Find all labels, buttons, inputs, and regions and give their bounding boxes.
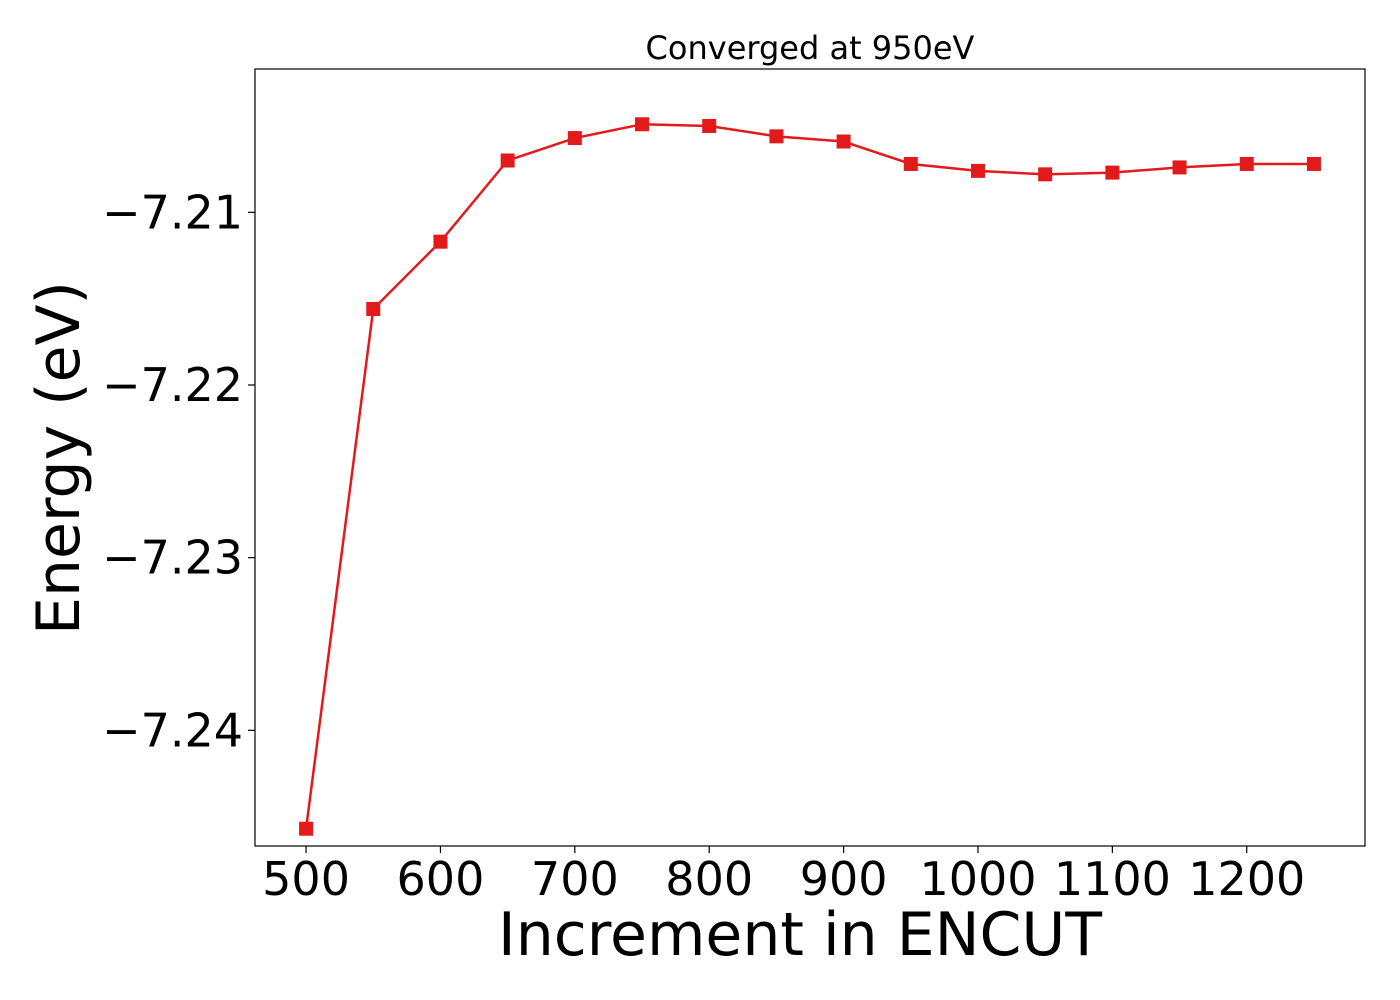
y-axis: −7.21 −7.22 −7.23 −7.24 xyxy=(102,185,255,757)
data-point-marker xyxy=(500,153,515,168)
data-point-marker xyxy=(1038,167,1053,182)
data-point-marker xyxy=(1105,165,1120,180)
data-point-marker xyxy=(567,131,582,146)
chart-title: Converged at 950eV xyxy=(646,29,975,67)
series-line xyxy=(304,122,1314,829)
x-tick-label: 1000 xyxy=(919,852,1036,906)
data-point-marker xyxy=(299,821,314,836)
data-point-marker xyxy=(366,302,381,317)
data-point-marker xyxy=(1306,156,1321,171)
x-axis-label: Increment in ENCUT xyxy=(498,900,1102,970)
x-tick-label: 700 xyxy=(531,852,619,906)
data-point-marker xyxy=(836,134,851,149)
data-point-marker xyxy=(1172,160,1187,175)
y-tick-label: −7.22 xyxy=(102,358,243,412)
x-tick-label: 1200 xyxy=(1188,852,1305,906)
data-point-marker xyxy=(970,163,985,178)
x-axis: 500 600 700 800 900 1000 1100 1200 xyxy=(262,846,1305,906)
data-point-marker xyxy=(1239,156,1254,171)
y-tick-label: −7.24 xyxy=(102,703,243,757)
y-tick-label: −7.21 xyxy=(102,185,243,239)
data-point-marker xyxy=(702,118,717,133)
data-point-marker xyxy=(769,129,784,144)
x-tick-label: 500 xyxy=(262,852,350,906)
y-axis-label: Energy (eV) xyxy=(24,281,94,635)
plot-frame xyxy=(254,68,1366,847)
y-tick-label: −7.23 xyxy=(102,531,243,585)
series-layer xyxy=(299,117,1321,836)
data-point-marker xyxy=(903,156,918,171)
data-point-marker xyxy=(433,234,448,249)
plot-area xyxy=(254,68,1366,847)
x-tick-label: 800 xyxy=(665,852,753,906)
x-tick-label: 900 xyxy=(800,852,888,906)
x-tick-label: 600 xyxy=(397,852,485,906)
x-tick-label: 1100 xyxy=(1054,852,1171,906)
data-point-marker xyxy=(635,117,650,132)
